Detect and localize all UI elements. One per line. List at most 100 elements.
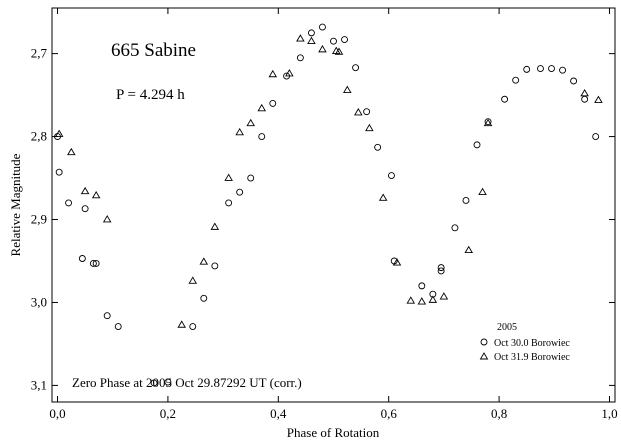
legend-title: 2005	[497, 322, 517, 333]
point-circle	[437, 264, 445, 272]
legend-circle-marker	[480, 338, 488, 346]
point-circle	[451, 224, 459, 232]
point-circle	[55, 168, 63, 176]
point-triangle	[257, 103, 267, 112]
point-circle	[164, 378, 172, 386]
point-circle	[103, 312, 111, 320]
point-triangle	[188, 276, 198, 284]
point-circle	[484, 118, 492, 126]
point-circle	[537, 65, 544, 73]
x-tick-label: 0,8	[491, 406, 507, 421]
point-triangle	[224, 173, 233, 181]
point-triangle	[246, 118, 255, 127]
point-circle	[341, 36, 348, 43]
point-circle	[418, 282, 426, 290]
x-tick-label: 0,6	[381, 406, 398, 421]
legend: 2005 Oct 30.0 Borowiec Oct 31.9 Borowiec	[479, 322, 570, 363]
point-circle	[225, 199, 233, 207]
point-circle	[462, 196, 470, 204]
point-circle	[501, 95, 509, 103]
point-triangle	[318, 44, 327, 53]
legend-entry-2: Oct 31.9 Borowiec	[494, 352, 570, 363]
plot-frame	[51, 7, 616, 403]
y-tick-label: 2,8	[31, 129, 47, 144]
point-triangle	[235, 127, 244, 136]
point-circle	[559, 66, 567, 74]
point-circle	[296, 54, 304, 62]
point-triangle	[67, 147, 76, 156]
point-triangle	[594, 95, 603, 103]
point-circle	[150, 379, 158, 387]
chart-subtitle: P = 4.294 h	[116, 87, 185, 103]
point-circle	[189, 323, 197, 330]
point-circle	[374, 143, 382, 151]
point-triangle	[406, 296, 416, 304]
y-axis: 2,7 2,8 2,9 3,0 3,1	[31, 46, 615, 392]
point-circle	[473, 141, 481, 149]
point-triangle	[343, 85, 352, 93]
point-triangle	[478, 187, 487, 195]
point-triangle	[483, 118, 493, 127]
point-triangle	[296, 34, 305, 42]
x-axis: 0,0 0,2 0,4 0,6 0,8 1,0	[49, 8, 618, 421]
point-circle	[78, 255, 86, 262]
point-triangle	[428, 295, 438, 303]
y-tick-label: 2,7	[31, 46, 48, 61]
legend-entry-1: Oct 30.0 Borowiec	[494, 338, 570, 349]
point-circle	[89, 260, 97, 267]
point-triangle	[439, 292, 449, 300]
point-triangle	[580, 88, 589, 97]
point-circle	[114, 323, 122, 330]
point-circle	[548, 65, 555, 73]
point-circle	[92, 260, 100, 267]
point-triangle	[354, 108, 363, 116]
point-circle	[363, 108, 371, 116]
point-triangle	[91, 190, 101, 199]
zero-phase-annotation: Zero Phase at 2005 Oct 29.87292 UT (corr…	[72, 375, 302, 390]
point-circle	[307, 29, 315, 37]
point-circle	[81, 205, 89, 213]
point-circle	[570, 77, 578, 85]
point-triangle	[365, 123, 374, 132]
x-tick-label: 0,2	[160, 406, 176, 421]
point-circle	[330, 37, 337, 45]
point-triangle	[417, 297, 427, 305]
point-triangle	[102, 215, 112, 223]
point-circle	[236, 188, 244, 196]
x-tick-label: 0,4	[270, 406, 287, 421]
y-tick-label: 3,1	[31, 377, 47, 392]
point-triangle	[268, 69, 278, 78]
legend-triangle-marker	[479, 352, 489, 360]
point-circle	[200, 294, 208, 302]
point-circle	[592, 133, 600, 141]
point-circle	[258, 133, 266, 141]
point-triangle	[464, 245, 474, 254]
point-circle	[269, 99, 277, 107]
point-triangle	[210, 222, 220, 230]
point-triangle	[392, 258, 402, 266]
x-tick-label: 0,0	[49, 406, 65, 421]
x-axis-title: Phase of Rotation	[287, 425, 380, 440]
point-circle	[523, 65, 531, 73]
point-triangle	[307, 36, 316, 45]
point-circle	[247, 174, 255, 182]
y-tick-label: 2,9	[31, 212, 47, 227]
data-points	[54, 23, 603, 387]
y-axis-title: Relative Magnitude	[8, 153, 23, 256]
point-circle	[581, 95, 589, 103]
chart-title: 665 Sabine	[111, 40, 196, 61]
point-circle	[211, 262, 219, 270]
point-triangle	[177, 320, 186, 328]
point-circle	[65, 199, 73, 207]
y-tick-label: 3,0	[31, 294, 47, 309]
point-triangle	[54, 129, 64, 137]
x-tick-label: 1,0	[601, 406, 617, 421]
point-circle	[319, 23, 326, 31]
point-triangle	[334, 47, 344, 55]
point-triangle	[199, 257, 209, 265]
point-triangle	[80, 186, 90, 195]
point-circle	[512, 76, 520, 84]
point-triangle	[285, 69, 294, 77]
point-circle	[437, 267, 445, 275]
